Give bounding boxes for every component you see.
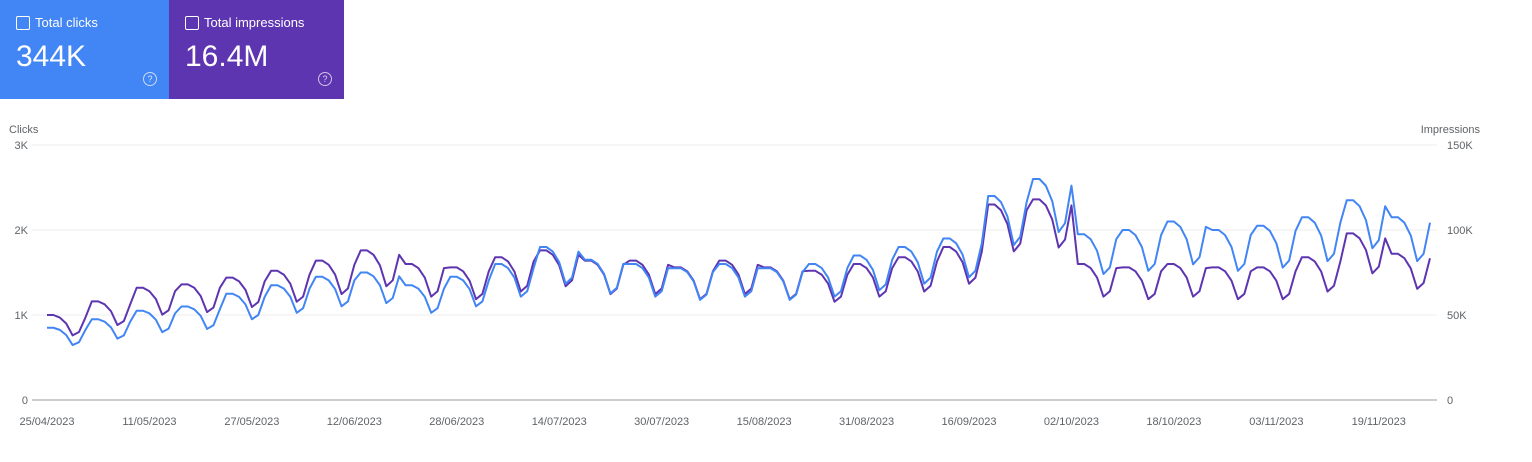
x-tick-label: 19/11/2023 bbox=[1352, 416, 1406, 428]
x-tick-label: 30/07/2023 bbox=[634, 416, 689, 428]
metric-label: Total impressions bbox=[204, 15, 305, 30]
y-tick-label: 0 bbox=[22, 395, 28, 407]
y-tick-label: 1K bbox=[15, 310, 29, 322]
metric-label: Total clicks bbox=[35, 15, 98, 30]
y2-tick-label: 0 bbox=[1447, 395, 1453, 407]
help-icon[interactable]: ? bbox=[143, 72, 157, 86]
x-tick-label: 16/09/2023 bbox=[941, 416, 996, 428]
series-line bbox=[47, 178, 1431, 347]
y2-tick-label: 150K bbox=[1447, 140, 1473, 152]
y-tick-label: 3K bbox=[15, 140, 29, 152]
x-tick-label: 31/08/2023 bbox=[839, 416, 894, 428]
x-tick-label: 18/10/2023 bbox=[1146, 416, 1201, 428]
x-tick-label: 02/10/2023 bbox=[1044, 416, 1099, 428]
help-icon[interactable]: ? bbox=[318, 72, 332, 86]
x-tick-label: 14/07/2023 bbox=[532, 416, 587, 428]
x-tick-label: 15/08/2023 bbox=[737, 416, 792, 428]
y-axis-title: Clicks bbox=[9, 124, 39, 136]
x-tick-label: 27/05/2023 bbox=[224, 416, 279, 428]
y2-axis-title: Impressions bbox=[1421, 124, 1481, 136]
checkbox[interactable] bbox=[16, 16, 30, 30]
y2-tick-label: 100K bbox=[1447, 225, 1473, 237]
series-line bbox=[47, 198, 1431, 337]
checkbox[interactable] bbox=[185, 16, 199, 30]
x-tick-label: 25/04/2023 bbox=[19, 416, 74, 428]
x-tick-label: 28/06/2023 bbox=[429, 416, 484, 428]
y2-tick-label: 50K bbox=[1447, 310, 1467, 322]
y-tick-label: 2K bbox=[15, 225, 29, 237]
metric-value: 344K bbox=[16, 40, 87, 73]
x-tick-label: 12/06/2023 bbox=[327, 416, 382, 428]
x-tick-label: 03/11/2023 bbox=[1249, 416, 1303, 428]
x-tick-label: 11/05/2023 bbox=[122, 416, 176, 428]
metric-value: 16.4M bbox=[185, 40, 269, 73]
metric-card[interactable]: Total clicks 344K? bbox=[0, 0, 169, 99]
metric-card[interactable]: Total impressions 16.4M? bbox=[169, 0, 344, 99]
